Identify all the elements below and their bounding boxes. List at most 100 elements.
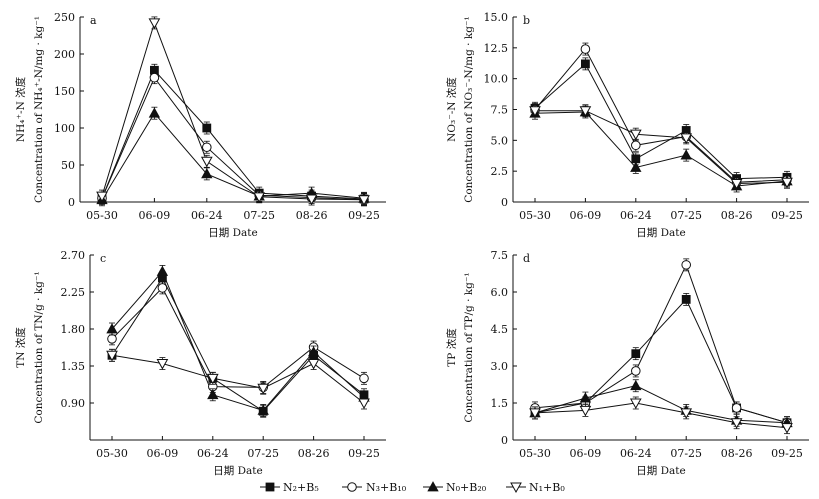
legend-item: N₁+B₀ — [506, 481, 565, 494]
y-tick-label: 2.70 — [61, 249, 86, 262]
x-tick-label: 05-30 — [96, 447, 128, 460]
legend-marker — [265, 482, 275, 492]
data-point — [630, 379, 642, 391]
legend-marker — [510, 482, 522, 494]
legend-label: N₂+B₅ — [283, 481, 319, 494]
y-tick-label: 250 — [54, 11, 75, 24]
panel-a: 0 50 100 150 200 250 05-30 06-09 06-24 07-25 08-26… — [14, 11, 386, 239]
data-point — [257, 404, 269, 415]
y-axis-title-cn: NO₃⁻-N 浓度 — [445, 77, 458, 142]
data-point — [579, 106, 592, 117]
y-tick-label: 12.5 — [484, 42, 509, 55]
y-axis-title-cn: NH₄⁺-N 浓度 — [14, 76, 27, 142]
x-tick-label: 08-26 — [296, 209, 328, 222]
data-point — [579, 392, 592, 403]
x-axis-title: 日期 Date — [636, 227, 685, 239]
x-tick-label: 06-09 — [147, 447, 179, 460]
data-point — [207, 388, 219, 400]
y-tick-label: 0 — [501, 196, 508, 209]
series-line-0 — [111, 276, 365, 412]
panel-c: 0.90 1.35 1.80 2.25 2.70 05-30 06-09 06-24 07-25… — [14, 249, 386, 477]
data-point — [200, 156, 213, 168]
series-line-3 — [535, 110, 788, 185]
data-point — [156, 265, 169, 276]
legend-label: N₃+B₁₀ — [366, 481, 407, 494]
data-point — [206, 373, 219, 385]
x-tick-label: 09-25 — [348, 447, 380, 460]
data-point — [96, 191, 108, 203]
x-tick-label: 08-26 — [721, 209, 753, 222]
y-tick-label: 50 — [61, 159, 75, 172]
y-tick-label: 0.90 — [61, 397, 86, 410]
x-tick-label: 05-30 — [519, 447, 551, 460]
data-point — [148, 18, 161, 29]
x-tick-label: 05-30 — [86, 209, 118, 222]
y-tick-label: 1.5 — [491, 397, 509, 410]
data-point — [730, 179, 743, 190]
x-tick-label: 05-30 — [519, 209, 551, 222]
data-point — [106, 350, 118, 362]
y-tick-label: 1.80 — [61, 323, 86, 336]
panel-letter: a — [90, 14, 97, 27]
data-point — [781, 423, 793, 434]
series-line-1 — [101, 76, 365, 201]
y-tick-label: 100 — [54, 122, 75, 135]
y-tick-label: 1.35 — [61, 360, 86, 373]
x-axis-title: 日期 Date — [208, 227, 257, 239]
data-point — [631, 349, 641, 359]
data-point — [148, 107, 161, 118]
data-point — [680, 133, 693, 144]
data-point — [358, 398, 370, 410]
series-line-1 — [111, 287, 365, 388]
x-tick-label: 07-25 — [670, 209, 702, 222]
data-point — [201, 168, 213, 179]
panel-letter: c — [100, 252, 106, 265]
y-tick-label: 10.0 — [484, 73, 509, 86]
y-tick-label: 3.0 — [491, 360, 509, 373]
y-tick-label: 2.5 — [491, 165, 509, 178]
y-axis-title-en: Concentration of NO₃⁻-N/mg · kg⁻¹ — [463, 16, 475, 202]
panel-b: 0 2.5 5.0 7.5 10.0 12.5 15.0 05-30 06-09 06-24 07-… — [445, 11, 809, 239]
x-tick-label: 06-24 — [191, 209, 223, 222]
legend-item: N₂+B₅ — [260, 481, 319, 494]
data-point — [156, 359, 169, 370]
series-line-2 — [111, 270, 365, 411]
series-line-1 — [534, 48, 788, 183]
data-point — [580, 44, 591, 54]
series-line-3 — [534, 402, 788, 429]
data-point — [730, 418, 743, 429]
y-tick-label: 0 — [501, 434, 508, 447]
data-point — [681, 260, 692, 270]
data-point — [731, 403, 742, 413]
y-axis-title-en: Concentration of TN/g · kg⁻¹ — [33, 271, 45, 423]
data-point — [202, 123, 212, 133]
x-tick-label: 06-09 — [139, 209, 171, 222]
y-tick-label: 0 — [68, 196, 75, 209]
x-tick-label: 09-25 — [771, 447, 803, 460]
data-point — [629, 129, 642, 141]
data-point — [529, 408, 541, 419]
legend-label: N₀+B₂₀ — [446, 481, 487, 494]
legend-label: N₁+B₀ — [529, 481, 565, 494]
series-line-3 — [101, 21, 365, 201]
data-point — [202, 142, 212, 153]
data-point — [680, 149, 692, 160]
data-point — [307, 346, 320, 357]
x-tick-label: 06-09 — [570, 447, 602, 460]
x-tick-label: 08-26 — [721, 447, 753, 460]
x-axis-title: 日期 Date — [636, 465, 685, 477]
series-line-2 — [101, 112, 365, 201]
x-tick-label: 06-24 — [620, 209, 652, 222]
y-tick-label: 150 — [54, 85, 75, 98]
data-point — [630, 161, 642, 172]
data-point — [781, 177, 793, 189]
panel-letter: d — [523, 252, 530, 265]
legend: N₂+B₅ N₃+B₁₀ N₀+B₂₀ N₁+B₀ — [260, 481, 565, 494]
data-point — [305, 194, 318, 206]
series-line-0 — [534, 63, 788, 180]
x-axis-title: 日期 Date — [213, 465, 262, 477]
data-point — [579, 405, 592, 417]
y-axis-title-en: Concentration of NH₄⁺-N/mg · kg⁻¹ — [33, 16, 45, 203]
data-point — [106, 323, 118, 334]
